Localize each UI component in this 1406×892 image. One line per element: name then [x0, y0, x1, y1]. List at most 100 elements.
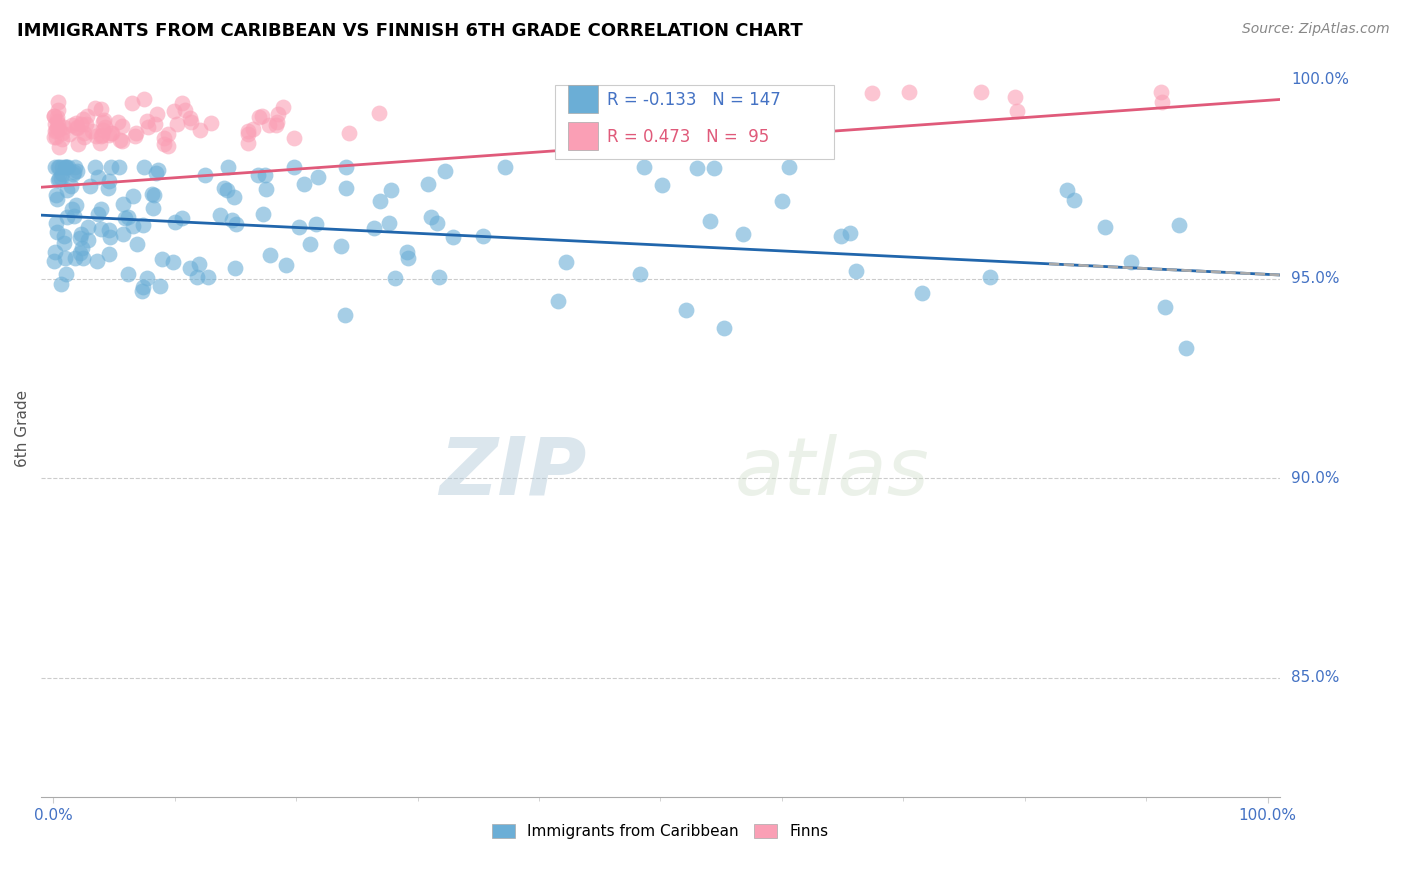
- Text: Source: ZipAtlas.com: Source: ZipAtlas.com: [1241, 22, 1389, 37]
- Point: [146, 162, 169, 177]
- Point: [55, 267, 77, 281]
- Point: [713, 321, 735, 335]
- Point: [283, 161, 305, 175]
- Point: [60, 118, 83, 132]
- Point: [141, 187, 163, 202]
- Point: [72, 112, 94, 126]
- Point: [363, 221, 385, 235]
- Point: [166, 116, 188, 130]
- Point: [117, 267, 139, 281]
- Point: [911, 285, 934, 300]
- Point: [117, 210, 139, 224]
- Point: [45, 130, 67, 145]
- Point: [305, 217, 328, 231]
- Bar: [555, 86, 834, 159]
- Point: [73, 129, 96, 144]
- Point: [426, 216, 449, 230]
- Point: [271, 100, 294, 114]
- Bar: [568, 86, 599, 113]
- Point: [108, 161, 131, 175]
- Point: [633, 161, 655, 175]
- Point: [48, 161, 70, 175]
- Point: [735, 90, 758, 104]
- Point: [45, 110, 67, 124]
- Point: [73, 126, 96, 140]
- Point: [212, 181, 235, 195]
- Point: [267, 107, 290, 121]
- Y-axis label: 6th Grade: 6th Grade: [15, 390, 30, 467]
- Point: [55, 211, 77, 225]
- Point: [46, 226, 69, 240]
- Point: [299, 236, 322, 251]
- Point: [194, 169, 217, 183]
- Point: [238, 124, 260, 138]
- Point: [208, 209, 231, 223]
- Point: [628, 267, 651, 281]
- Point: [60, 179, 83, 194]
- Point: [257, 118, 280, 132]
- Point: [494, 161, 516, 175]
- Point: [70, 117, 93, 131]
- Point: [111, 134, 134, 148]
- Point: [380, 183, 402, 197]
- Point: [686, 161, 709, 175]
- Point: [142, 201, 165, 215]
- Point: [55, 161, 77, 175]
- Point: [337, 126, 360, 140]
- Point: [132, 161, 155, 175]
- Point: [97, 181, 120, 195]
- Point: [112, 227, 135, 241]
- Point: [90, 202, 112, 216]
- Point: [335, 181, 357, 195]
- Text: 90.0%: 90.0%: [1291, 471, 1340, 486]
- Point: [162, 255, 184, 269]
- Point: [236, 128, 259, 142]
- Point: [770, 194, 793, 208]
- Point: [433, 163, 456, 178]
- Point: [107, 115, 129, 129]
- Point: [1150, 95, 1173, 109]
- Point: [547, 293, 569, 308]
- Point: [127, 236, 149, 251]
- Point: [1154, 300, 1177, 314]
- Point: [132, 219, 155, 233]
- Point: [384, 271, 406, 285]
- Point: [83, 161, 105, 175]
- Point: [585, 109, 607, 123]
- Point: [839, 227, 862, 241]
- Point: [778, 161, 800, 175]
- Point: [224, 261, 246, 276]
- Point: [142, 187, 165, 202]
- Point: [368, 194, 391, 208]
- Point: [51, 132, 73, 146]
- Point: [252, 109, 274, 123]
- Text: atlas: atlas: [735, 434, 929, 512]
- Point: [90, 102, 112, 116]
- Point: [65, 116, 87, 130]
- Point: [70, 241, 93, 255]
- Point: [98, 229, 121, 244]
- Point: [217, 183, 239, 197]
- Text: R = -0.133   N = 147: R = -0.133 N = 147: [607, 91, 780, 109]
- Point: [807, 114, 830, 128]
- Point: [97, 223, 120, 237]
- Point: [97, 247, 120, 261]
- Point: [149, 279, 172, 293]
- Point: [45, 192, 67, 206]
- Point: [441, 229, 464, 244]
- Point: [48, 122, 70, 136]
- Point: [1004, 90, 1026, 104]
- Point: [218, 161, 240, 175]
- Point: [55, 183, 77, 197]
- Point: [368, 106, 391, 120]
- Point: [225, 217, 247, 231]
- Point: [55, 161, 77, 175]
- Point: [1150, 85, 1173, 99]
- Point: [44, 161, 66, 175]
- Point: [111, 119, 134, 133]
- Point: [266, 115, 288, 129]
- Point: [45, 188, 67, 202]
- Point: [247, 111, 270, 125]
- Point: [136, 113, 159, 128]
- Point: [131, 285, 153, 299]
